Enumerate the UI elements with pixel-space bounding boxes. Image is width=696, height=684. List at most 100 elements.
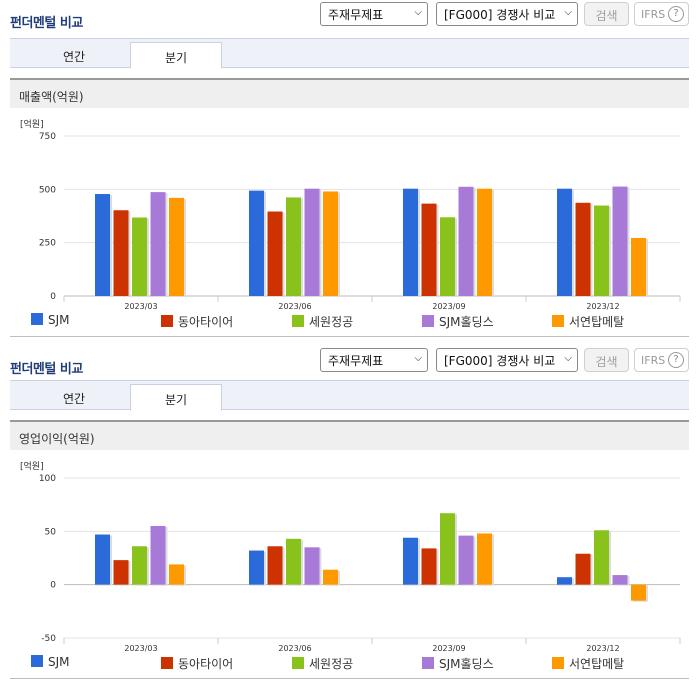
bar-3-2023/09: [440, 217, 455, 296]
revenue-bar-chart: 0 250 500 750 2023/03 2023/06 2023/09 2023/12: [39, 132, 681, 311]
y-tick-label: 100: [39, 474, 56, 484]
legend-swatch: [161, 657, 173, 669]
fundamental-panel-revenue: 펀더멘털 비교 주재무제표 ⌵ [FG000] 경쟁사 비교 ⌵ 검색 IFRS…: [0, 0, 696, 337]
statement-select-value: 주재무제표: [328, 8, 384, 22]
bar-1-2023/06: [249, 550, 264, 585]
bar-4-2023/03: [150, 526, 166, 585]
bar-2-2023/12: [575, 202, 591, 296]
bar-5-2023/03: [169, 197, 184, 296]
ifrs-help-button[interactable]: IFRS ?: [634, 2, 689, 26]
legend-item-dongah-tire: 동아타이어: [161, 313, 233, 330]
bar-3-2023/12: [594, 205, 609, 296]
bar-3-2023/06: [286, 538, 301, 585]
chevron-down-icon: ⌵: [564, 7, 572, 18]
y-unit-label: [억원]: [20, 120, 44, 130]
legend-item-sjm-holdings: SJM홀딩스: [422, 655, 494, 672]
bar-5-2023/03: [169, 564, 184, 585]
bar-5-2023/12: [631, 584, 646, 601]
bar-1-2023/09: [403, 188, 418, 296]
bar-2-2023/09: [421, 548, 437, 585]
chevron-down-icon: ⌵: [414, 7, 422, 18]
tab-annual[interactable]: 연간: [62, 50, 86, 64]
legend-swatch: [31, 313, 43, 325]
peer-group-select-value: [FG000] 경쟁사 비교: [444, 354, 556, 368]
legend-item-dongah-tire: 동아타이어: [161, 655, 233, 672]
bar-1-2023/12: [557, 577, 572, 585]
y-tick-label: -50: [41, 634, 56, 644]
search-button[interactable]: 검색: [584, 2, 629, 26]
legend-swatch: [422, 315, 434, 327]
search-button[interactable]: 검색: [584, 348, 629, 372]
peer-group-select[interactable]: [FG000] 경쟁사 비교 ⌵: [436, 348, 578, 372]
legend-item-sjm-holdings: SJM홀딩스: [422, 313, 494, 330]
statement-select[interactable]: 주재무제표 ⌵: [320, 2, 428, 26]
x-tick-label: 2023/06: [278, 644, 311, 653]
x-tick-label: 2023/12: [586, 302, 619, 311]
bar-5-2023/06: [323, 191, 338, 296]
x-tick-label: 2023/03: [124, 644, 157, 653]
chart-subhead: 영업이익(억원): [10, 420, 689, 450]
bar-2-2023/12: [575, 553, 591, 585]
y-tick-label: 50: [45, 527, 57, 537]
panel-title: 펀더멘털 비교: [10, 362, 83, 377]
x-tick-label: 2023/03: [124, 302, 157, 311]
bar-4-2023/09: [458, 535, 474, 585]
legend-item-sjm: SJM: [31, 655, 70, 669]
bar-5-2023/12: [631, 237, 646, 296]
ifrs-label: IFRS: [641, 354, 666, 367]
x-tick-label: 2023/09: [432, 302, 465, 311]
question-icon: ?: [668, 6, 684, 22]
bar-3-2023/12: [594, 530, 609, 585]
period-tabs: 연간 분기: [10, 380, 689, 411]
ifrs-label: IFRS: [641, 8, 666, 21]
ifrs-help-button[interactable]: IFRS ?: [634, 348, 689, 372]
statement-select-value: 주재무제표: [328, 354, 384, 368]
legend-swatch: [552, 657, 564, 669]
legend-item-sjm: SJM: [31, 313, 70, 327]
panel-header: 펀더멘털 비교 주재무제표 ⌵ [FG000] 경쟁사 비교 ⌵ 검색 IFRS…: [0, 346, 696, 380]
y-tick-label: 250: [39, 239, 56, 249]
legend-item-seoyon-topmetal: 서연탑메탈: [552, 313, 624, 330]
bar-1-2023/03: [95, 194, 110, 296]
bar-3-2023/03: [132, 546, 147, 585]
bar-2-2023/03: [113, 210, 129, 296]
panel-header: 펀더멘털 비교 주재무제표 ⌵ [FG000] 경쟁사 비교 ⌵ 검색 IFRS…: [0, 0, 696, 34]
peer-group-select[interactable]: [FG000] 경쟁사 비교 ⌵: [436, 2, 578, 26]
period-tabs: 연간 분기: [10, 38, 689, 69]
bar-4-2023/12: [612, 575, 628, 585]
bar-5-2023/09: [477, 533, 492, 585]
bar-1-2023/03: [95, 534, 110, 585]
fundamental-panel-operating-profit: 펀더멘털 비교 주재무제표 ⌵ [FG000] 경쟁사 비교 ⌵ 검색 IFRS…: [0, 342, 696, 684]
legend-swatch: [292, 657, 304, 669]
statement-select[interactable]: 주재무제표 ⌵: [320, 348, 428, 372]
legend-swatch: [422, 657, 434, 669]
y-tick-label: 0: [50, 581, 56, 591]
chevron-down-icon: ⌵: [414, 353, 422, 364]
bar-3-2023/03: [132, 217, 147, 296]
tab-quarterly[interactable]: 분기: [130, 42, 222, 69]
y-tick-label: 750: [39, 132, 56, 142]
bar-2-2023/09: [421, 203, 437, 296]
legend-swatch: [161, 315, 173, 327]
tab-quarterly[interactable]: 분기: [130, 384, 222, 411]
legend-swatch: [292, 315, 304, 327]
legend-item-sewon-precision: 세원정공: [292, 313, 353, 330]
tab-annual[interactable]: 연간: [62, 392, 86, 406]
bar-1-2023/09: [403, 537, 418, 585]
chart-subhead: 매출액(억원): [10, 78, 689, 108]
y-tick-label: 500: [39, 185, 56, 195]
panel-divider: [10, 678, 689, 679]
y-unit-label: [억원]: [20, 462, 44, 472]
bar-5-2023/09: [477, 188, 492, 296]
y-tick-label: 0: [50, 292, 56, 302]
bar-2-2023/06: [267, 211, 283, 296]
chevron-down-icon: ⌵: [564, 353, 572, 364]
question-icon: ?: [668, 352, 684, 368]
x-tick-label: 2023/12: [586, 644, 619, 653]
peer-group-select-value: [FG000] 경쟁사 비교: [444, 8, 556, 22]
legend-swatch: [552, 315, 564, 327]
bar-2-2023/06: [267, 546, 283, 585]
x-tick-label: 2023/06: [278, 302, 311, 311]
x-tick-label: 2023/09: [432, 644, 465, 653]
bar-4-2023/09: [458, 186, 474, 296]
